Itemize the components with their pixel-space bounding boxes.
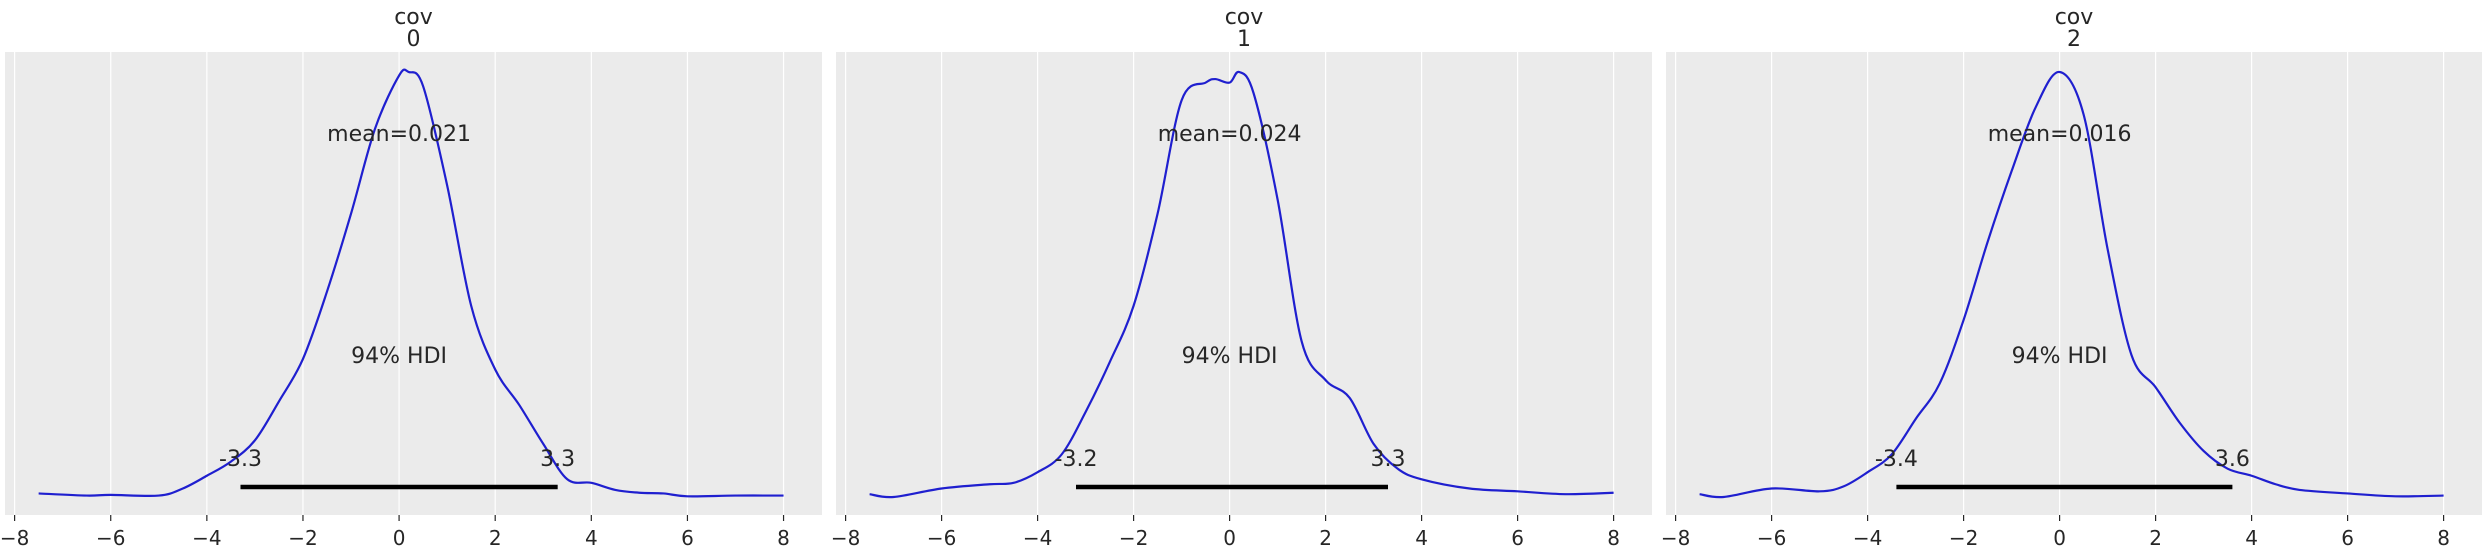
plot-background (5, 52, 822, 515)
x-tick-label: 8 (777, 526, 790, 550)
x-tick-label: −2 (288, 526, 317, 550)
hdi-low-label: -3.3 (219, 447, 262, 472)
x-tick-label: 2 (489, 526, 502, 550)
subplot-title-index: 1 (1237, 27, 1251, 52)
subplot-title-var: cov (394, 5, 433, 30)
x-tick-label: −2 (1119, 526, 1148, 550)
subplot-title-var: cov (2055, 5, 2094, 30)
hdi-label: 94% HDI (1182, 344, 1278, 369)
x-tick-label: −6 (1757, 526, 1786, 550)
mean-label: mean=0.021 (327, 122, 471, 147)
x-tick-label: 0 (2053, 526, 2066, 550)
hdi-low-label: -3.4 (1875, 447, 1918, 472)
hdi-high-label: 3.6 (2215, 447, 2250, 472)
x-tick-label: 6 (681, 526, 694, 550)
x-tick-label: 6 (1511, 526, 1524, 550)
x-tick-label: 0 (393, 526, 406, 550)
x-tick-label: −8 (831, 526, 860, 550)
x-tick-label: −6 (96, 526, 125, 550)
mean-label: mean=0.024 (1158, 122, 1302, 147)
hdi-label: 94% HDI (2012, 344, 2108, 369)
x-tick-label: −8 (1661, 526, 1690, 550)
x-tick-label: −4 (1023, 526, 1052, 550)
x-tick-label: 8 (1607, 526, 1620, 550)
x-tick-label: 4 (2245, 526, 2258, 550)
x-tick-label: 4 (585, 526, 598, 550)
x-tick-label: 8 (2437, 526, 2450, 550)
subplot-title-index: 2 (2067, 27, 2081, 52)
x-tick-label: −4 (1853, 526, 1882, 550)
plot-background (836, 52, 1652, 515)
x-tick-label: −6 (927, 526, 956, 550)
density-line (1699, 70, 2444, 499)
x-tick-label: 0 (1223, 526, 1236, 550)
x-tick-label: 2 (1319, 526, 1332, 550)
hdi-high-label: 3.3 (1371, 447, 1406, 472)
mean-label: mean=0.016 (1988, 122, 2132, 147)
x-tick-label: 6 (2341, 526, 2354, 550)
density-line (38, 68, 784, 498)
hdi-label: 94% HDI (351, 344, 447, 369)
plot-background (1666, 52, 2482, 515)
x-tick-label: 4 (1415, 526, 1428, 550)
hdi-low-label: -3.2 (1055, 447, 1098, 472)
x-tick-label: −8 (0, 526, 29, 550)
subplot-title-var: cov (1225, 5, 1264, 30)
hdi-high-label: 3.3 (540, 447, 575, 472)
density-line (869, 70, 1614, 499)
x-tick-label: 2 (2149, 526, 2162, 550)
subplot-title-index: 0 (407, 27, 421, 52)
x-tick-label: −4 (192, 526, 221, 550)
x-tick-label: −2 (1949, 526, 1978, 550)
